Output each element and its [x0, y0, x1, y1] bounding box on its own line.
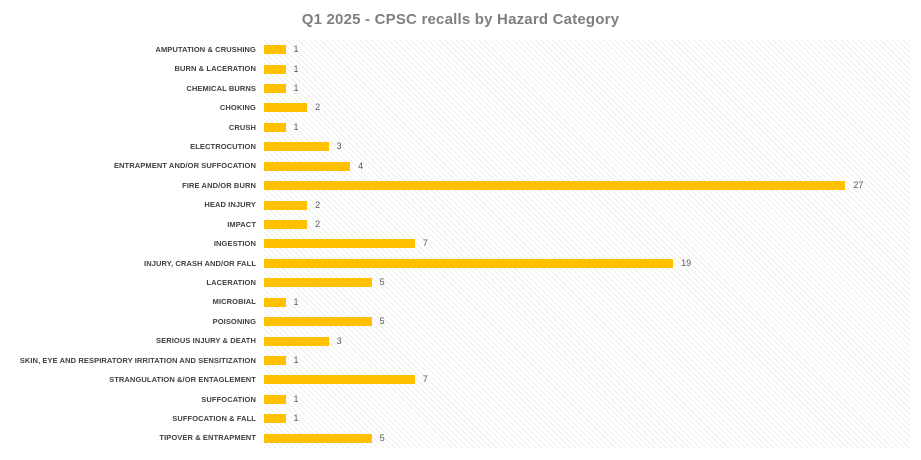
value-label: 5 [379, 277, 385, 288]
category-label: CHEMICAL BURNS [186, 83, 256, 93]
bar-row: INJURY, CRASH AND/OR FALL 19 [0, 254, 921, 273]
category-label: CHOKING [219, 103, 256, 113]
bar [264, 142, 329, 152]
bar [264, 200, 308, 210]
bar [264, 220, 308, 229]
bar-row: SUFFOCATION & FALL 1 [0, 409, 921, 428]
bar-row: SERIOUS INJURY & DEATH 3 [0, 331, 921, 350]
value-label: 1 [293, 393, 299, 404]
category-label: CRUSH [228, 122, 256, 132]
bar-rows: AMPUTATION & CRUSHING 1 BURN & LACERATION 1… [0, 40, 921, 448]
bar-row: INGESTION 7 [0, 234, 921, 253]
bar-row: FIRE AND/OR BURN 27 [0, 176, 921, 195]
category-label: INGESTION [213, 239, 256, 249]
bar-row: IMPACT 2 [0, 215, 921, 234]
category-label: MICROBIAL [212, 297, 256, 307]
value-label: 1 [293, 354, 299, 365]
value-label: 1 [293, 44, 299, 55]
bar [264, 317, 372, 327]
bar-row: SUFFOCATION 1 [0, 390, 921, 409]
bar-row: MICROBIAL 1 [0, 292, 921, 311]
bar [264, 161, 351, 171]
value-label: 5 [379, 316, 385, 327]
bar-row: CRUSH 1 [0, 118, 921, 137]
category-label: SUFFOCATION [201, 394, 256, 404]
category-label: STRANGULATION &/OR ENTAGLEMENT [109, 375, 256, 385]
bar [264, 45, 286, 55]
value-label: 3 [336, 335, 342, 346]
bar-row: SKIN, EYE AND RESPIRATORY IRRITATION AND… [0, 351, 921, 370]
category-label: AMPUTATION & CRUSHING [155, 44, 256, 54]
value-label: 27 [853, 180, 864, 191]
bar [264, 258, 674, 268]
bar [264, 181, 846, 191]
bar [264, 103, 308, 113]
value-label: 2 [315, 219, 321, 229]
value-label: 3 [336, 141, 342, 152]
value-label: 7 [422, 374, 428, 385]
bar [264, 394, 286, 404]
category-label: SKIN, EYE AND RESPIRATORY IRRITATION AND… [19, 355, 256, 365]
category-label: FIRE AND/OR BURN [182, 180, 256, 190]
bar-row: BURN & LACERATION 1 [0, 59, 921, 78]
value-label: 2 [315, 199, 321, 210]
category-label: BURN & LACERATION [174, 64, 256, 74]
chart-title: Q1 2025 - CPSC recalls by Hazard Categor… [301, 11, 620, 28]
value-label: 19 [681, 257, 692, 268]
category-label: IMPACT [227, 219, 256, 229]
category-label: INJURY, CRASH AND/OR FALL [144, 258, 256, 268]
bar [264, 297, 286, 307]
category-label: HEAD INJURY [204, 200, 256, 210]
bar [264, 64, 286, 74]
bar-row: ENTRAPMENT AND/OR SUFFOCATION 4 [0, 157, 921, 176]
bar-row: CHEMICAL BURNS 1 [0, 79, 921, 98]
value-label: 1 [293, 413, 299, 424]
category-label: TIPOVER & ENTRAPMENT [159, 433, 256, 443]
bar [264, 336, 329, 346]
bar-row: ELECTROCUTION 3 [0, 137, 921, 156]
bar-row: CHOKING 2 [0, 98, 921, 117]
bar [264, 375, 415, 385]
category-label: POISONING [212, 316, 256, 326]
bar [264, 239, 415, 249]
bar-row: HEAD INJURY 2 [0, 195, 921, 214]
value-label: 1 [293, 296, 299, 307]
bar-row: AMPUTATION & CRUSHING 1 [0, 40, 921, 59]
category-label: LACERATION [206, 278, 256, 288]
bar [264, 278, 372, 288]
value-label: 1 [293, 63, 299, 74]
value-label: 1 [293, 83, 299, 94]
bar-row: TIPOVER & ENTRAPMENT 5 [0, 428, 921, 447]
bar [264, 433, 372, 443]
bar [264, 84, 286, 94]
bar [264, 355, 286, 365]
category-label: SUFFOCATION & FALL [172, 413, 256, 423]
category-label: SERIOUS INJURY & DEATH [156, 336, 256, 346]
bar [264, 414, 286, 424]
bar-row: POISONING 5 [0, 312, 921, 331]
value-label: 1 [293, 121, 299, 132]
bar-row: LACERATION 5 [0, 273, 921, 292]
bar-row: STRANGULATION &/OR ENTAGLEMENT 7 [0, 370, 921, 389]
category-label: ELECTROCUTION [190, 142, 256, 152]
value-label: 4 [358, 160, 364, 171]
value-label: 2 [315, 102, 321, 113]
bar [264, 122, 286, 132]
value-label: 7 [422, 238, 428, 249]
category-label: ENTRAPMENT AND/OR SUFFOCATION [113, 161, 256, 171]
value-label: 5 [379, 432, 385, 443]
